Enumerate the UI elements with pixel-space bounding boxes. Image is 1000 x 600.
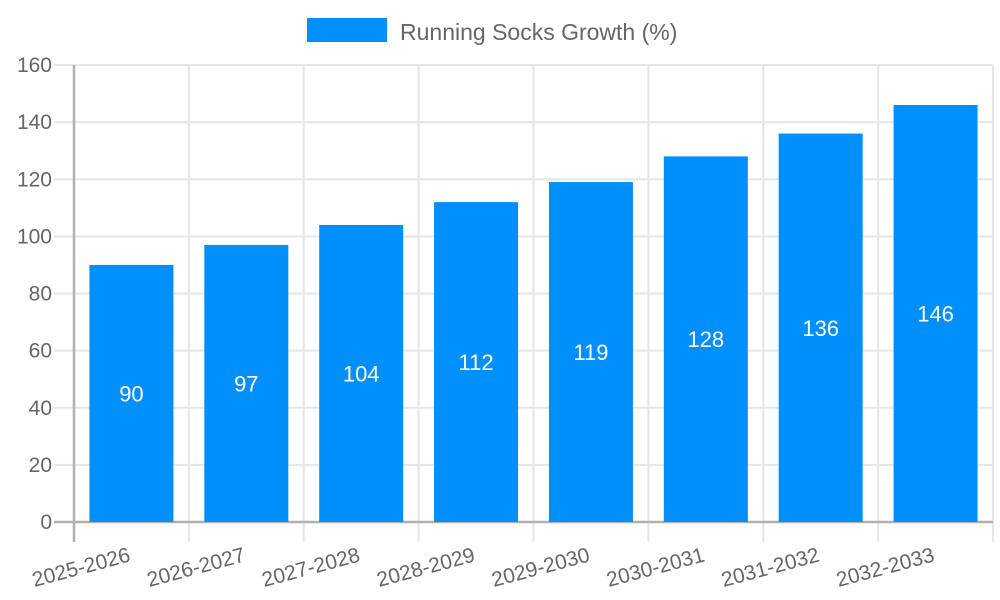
y-axis-tick-label: 0 <box>40 511 52 534</box>
x-axis-tick-label: 2026-2027 <box>145 544 248 592</box>
x-axis-tick-label: 2028-2029 <box>374 544 477 592</box>
bar[interactable] <box>434 202 519 522</box>
y-axis-tick-label: 160 <box>17 54 52 77</box>
y-axis-tick-label: 40 <box>29 397 52 420</box>
y-axis-tick-label: 100 <box>17 225 52 248</box>
x-axis-tick-label: 2027-2028 <box>260 544 363 592</box>
bar-value-label: 90 <box>119 381 143 406</box>
x-axis-tick-label: 2030-2031 <box>604 544 707 592</box>
x-axis-tick-label: 2029-2030 <box>489 544 592 592</box>
bar[interactable] <box>319 224 404 522</box>
legend-label: Running Socks Growth (%) <box>400 19 677 45</box>
bar-value-label: 128 <box>687 327 724 352</box>
legend[interactable]: Running Socks Growth (%) <box>307 18 677 45</box>
bar[interactable] <box>548 182 633 522</box>
y-axis-tick-label: 140 <box>17 111 52 134</box>
bar-value-label: 97 <box>234 371 258 396</box>
bar-value-label: 136 <box>802 316 839 341</box>
bar-value-label: 146 <box>917 301 954 326</box>
bar-value-label: 104 <box>343 361 380 386</box>
y-axis-tick-label: 60 <box>29 340 52 363</box>
y-axis-tick-label: 120 <box>17 168 52 191</box>
bar[interactable] <box>204 244 289 522</box>
y-axis-tick-label: 80 <box>29 283 52 306</box>
bar[interactable] <box>893 104 978 523</box>
legend-swatch[interactable] <box>307 18 387 42</box>
x-axis-tick-label: 2025-2026 <box>30 544 133 592</box>
y-axis-tick-label: 20 <box>29 454 52 477</box>
x-axis-tick-label: 2031-2032 <box>719 544 822 592</box>
bar[interactable] <box>778 133 863 523</box>
bar-value-label: 112 <box>459 350 494 375</box>
bar-value-label: 119 <box>573 340 608 365</box>
x-axis-tick-label: 2032-2033 <box>834 544 937 592</box>
bar[interactable] <box>89 264 174 522</box>
bar[interactable] <box>663 156 748 522</box>
bars-layer <box>89 104 978 523</box>
